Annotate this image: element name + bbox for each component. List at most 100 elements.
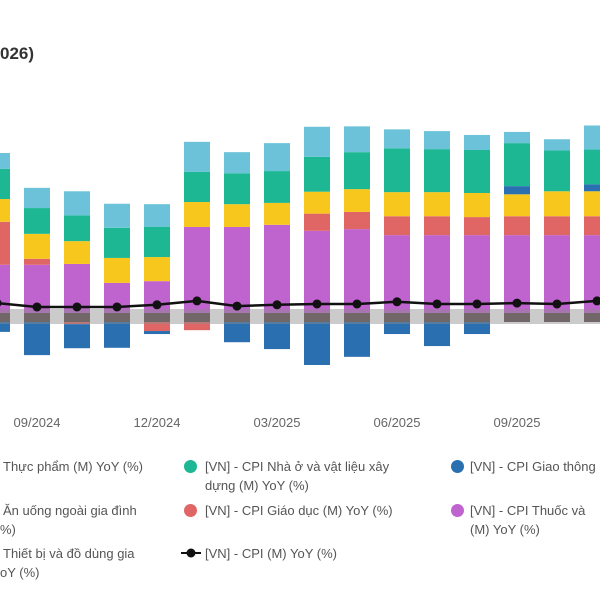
cpi-line [0,299,598,309]
legend-marker-icon [451,460,464,473]
bar-segment-thucpham [24,233,50,259]
cpi-point [0,299,2,307]
x-tick-label: 12/2024 [134,415,181,430]
legend-label: [VN] - CPI Thuốc và [470,503,586,518]
cpi-point [592,296,600,306]
bar-segment-thietbi [464,312,490,322]
cpi-point [432,299,442,309]
bar-segment-nhao [344,152,370,190]
bar-segment-nhao [144,226,170,258]
bar-segment-thuoc [344,229,370,313]
legend-label: %) [0,522,16,537]
legend-label: (M) YoY (%) [470,522,540,537]
legend-label: Thiết bị và đồ dùng gia [3,546,135,561]
bar-segment-thietbi [184,312,210,322]
bar-segment-anuong [584,125,600,150]
bar-segment-giaothong [504,186,530,195]
bar-segment-anuong [0,153,10,169]
cpi-point [352,299,362,309]
cpi-point [112,302,122,312]
legend-item-giao-duc[interactable]: [VN] - CPI Giáo dục (M) YoY (%) [205,501,393,520]
bar-segment-thucpham [584,191,600,217]
bar-segment-thuoc [224,226,250,313]
legend-item-thiet-bi[interactable]: Thiết bị và đồ dùng gia oY (%) [0,544,135,582]
bar-segment-thietbi [0,312,10,322]
bar-segment-nhao [584,149,600,185]
bar-segment-thietbi [304,312,330,322]
bar-segment-giaothong [144,331,170,335]
bar-segment-thietbi [584,312,600,322]
legend-item-cpi[interactable]: [VN] - CPI (M) YoY (%) [205,544,337,563]
x-tick-label: 03/2025 [254,415,301,430]
bar-segment-thucpham [424,192,450,217]
bar-segment-nhao [24,208,50,234]
bar-segment-thucpham [184,202,210,227]
bar-segment-thietbi [144,312,170,322]
legend-label: Thực phẩm (M) YoY (%) [3,459,143,474]
bar-segment-anuong [464,134,490,150]
legend-line-marker-icon [181,548,201,558]
bar-segment-giaoduc [344,211,370,230]
cpi-point [312,299,322,309]
bar-segment-giaoduc [584,216,600,236]
stacked-bar-chart: 09/2024 12/2024 03/2025 06/2025 09/2025 [0,125,600,430]
bar-segment-giaothong [264,322,290,350]
bar-segment-anuong [224,152,250,174]
legend-item-thuoc[interactable]: [VN] - CPI Thuốc và (M) YoY (%) [470,501,585,539]
bar-segment-anuong [304,126,330,157]
bar-segment-giaoduc [504,216,530,236]
legend-item-nha-o[interactable]: [VN] - CPI Nhà ở và vật liệu xây dựng (M)… [205,457,389,495]
bar-segment-thuoc [264,224,290,313]
bar-segment-thietbi [64,312,90,322]
bar-segment-thietbi [544,312,570,322]
bar-segment-thucpham [384,192,410,217]
legend-marker-icon [184,460,197,473]
bar-segment-thuoc [304,230,330,313]
cpi-point [392,297,402,307]
bar-segment-thietbi [504,312,530,322]
bar-segment-anuong [144,204,170,227]
bar-segment-giaothong [64,324,90,349]
bar-segment-anuong [384,129,410,149]
bar-segment-giaoduc [24,258,50,265]
bar-segment-thietbi [384,312,410,322]
bar-segment-nhao [224,173,250,205]
bar-segment-thucpham [544,191,570,217]
bar-segment-nhao [264,171,290,203]
legend-marker-icon [451,504,464,517]
bar-segment-giaothong [24,322,50,356]
bar-segment-nhao [544,150,570,192]
legend-item-giao-thong[interactable]: [VN] - CPI Giao thông [470,457,596,476]
bar-segment-thietbi [224,312,250,322]
bar-segment-thuoc [584,235,600,313]
bar-segment-nhao [384,148,410,193]
legend-item-thuc-pham[interactable]: Thực phẩm (M) YoY (%) [3,457,143,476]
bar-segment-giaoduc [464,217,490,236]
reference-band [0,309,600,324]
legend-label: dựng (M) YoY (%) [205,478,309,493]
bar-segment-nhao [424,149,450,193]
bar-segment-nhao [64,215,90,242]
bar-segment-thucpham [224,204,250,227]
bar-segment-anuong [264,143,290,172]
bar-segment-giaothong [104,322,130,348]
bar-segment-giaoduc [304,213,330,231]
legend-item-an-uong[interactable]: Ăn uống ngoài gia đình%) [0,501,137,539]
bar-segment-thucpham [464,193,490,218]
bar-segment-giaoduc [144,322,170,332]
bar-segment-thietbi [264,312,290,322]
bar-segment-anuong [424,131,450,150]
bar-segment-anuong [544,139,570,151]
bar-segment-thietbi [104,312,130,322]
bar-segment-anuong [24,187,50,209]
cpi-point [72,302,82,312]
bar-segment-nhao [304,156,330,192]
legend-label: oY (%) [0,565,40,580]
bar-segment-giaothong [344,322,370,357]
bar-segment-thuoc [0,264,10,313]
bar-segment-nhao [104,227,130,258]
bar-segment-giaoduc [0,221,10,265]
bar-segment-thucpham [264,202,290,225]
cpi-point [272,300,282,310]
bar-segment-giaothong [464,322,490,335]
